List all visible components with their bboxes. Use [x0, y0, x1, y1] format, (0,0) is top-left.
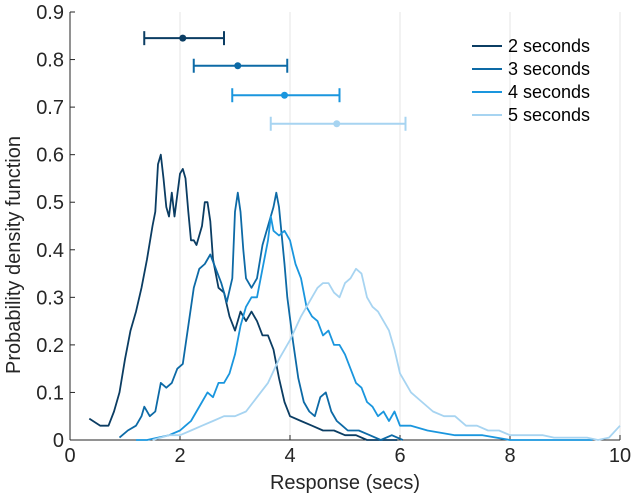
x-tick-label-0: 0	[64, 445, 75, 467]
y-tick-label-5: 0.5	[36, 192, 64, 214]
y-tick-label-0: 0	[53, 430, 64, 452]
series-line-2	[136, 215, 593, 441]
y-axis-label: Probability density function	[3, 136, 25, 374]
x-tick-label-5: 10	[609, 445, 631, 467]
y-tick-label-7: 0.7	[36, 97, 64, 119]
x-tick-label-2: 4	[284, 445, 295, 467]
legend-label-3: 5 seconds	[508, 105, 590, 125]
series-group	[88, 153, 621, 441]
y-tick-label-1: 0.1	[36, 382, 64, 404]
errorbar-mean-marker-2	[281, 91, 288, 99]
legend-label-0: 2 seconds	[508, 36, 590, 56]
y-tick-label-8: 0.8	[36, 50, 64, 72]
errorbar-mean-marker-1	[234, 62, 242, 70]
y-tick-label-2: 0.2	[36, 335, 64, 357]
legend-label-2: 4 seconds	[508, 82, 590, 102]
series-line-3	[152, 267, 621, 441]
legend-label-1: 3 seconds	[508, 59, 590, 79]
y-tick-label-3: 0.3	[36, 287, 64, 309]
x-tick-label-1: 2	[174, 445, 185, 467]
x-tick-label-3: 6	[394, 445, 405, 467]
y-tick-label-4: 0.4	[36, 240, 64, 262]
y-tick-label-9: 0.9	[36, 2, 64, 24]
x-tick-label-4: 8	[504, 445, 515, 467]
grid-lines	[179, 12, 621, 440]
y-tick-labels: 0 0.1 0.2 0.3 0.4 0.5 0.6 0.7 0.8 0.9	[36, 2, 75, 452]
errorbar-mean-marker-3	[333, 120, 341, 128]
legend: 2 seconds 3 seconds 4 seconds 5 seconds	[472, 36, 590, 125]
error-bars	[143, 31, 407, 131]
x-axis-label: Response (secs)	[270, 472, 420, 494]
series-line-0	[88, 153, 398, 441]
errorbar-mean-marker-0	[179, 34, 187, 42]
y-tick-label-6: 0.6	[36, 145, 64, 167]
series-line-1	[118, 191, 404, 441]
